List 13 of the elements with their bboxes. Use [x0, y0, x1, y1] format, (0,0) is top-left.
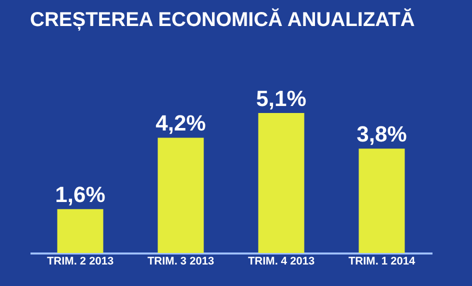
x-tick-label: TRIM. 3 2013 [147, 256, 214, 268]
bar [258, 113, 304, 253]
x-tick-label: TRIM. 1 2014 [348, 256, 416, 268]
data-label: 3,8% [356, 122, 407, 147]
bar [158, 138, 204, 253]
x-tick-label: TRIM. 4 2013 [248, 256, 315, 268]
data-label: 4,2% [156, 110, 206, 136]
bar [358, 148, 405, 253]
x-tick-label: TRIM. 2 2013 [46, 256, 114, 268]
data-label: 1,6% [55, 182, 106, 208]
bar [57, 209, 104, 253]
chart-title: CREȘTEREA ECONOMICĂ ANUALIZATĂ [30, 8, 415, 31]
data-label: 5,1% [256, 86, 306, 111]
